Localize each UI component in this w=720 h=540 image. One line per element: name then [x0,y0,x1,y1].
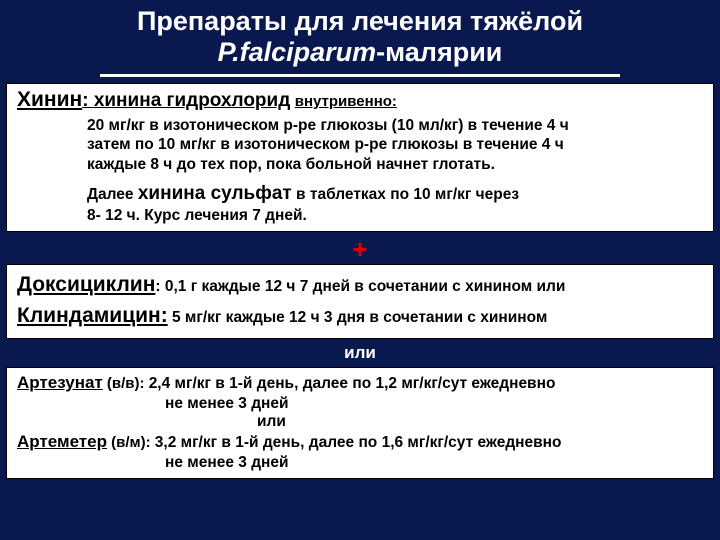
doxy-text: : 0,1 г каждые 12 ч 7 дней в сочетании с… [155,278,565,295]
quinine-form: хинина гидрохлорид [94,90,290,111]
title-line1: Препараты для лечения тяжёлой [137,6,583,36]
sulfate-name: хинина сульфат [138,183,292,204]
artesunate-line: Артезунат (в/в): 2,4 мг/кг в 1-й день, д… [17,372,703,395]
quinine-dose-block: 20 мг/кг в изотоническом р-ре глюкозы (1… [87,116,703,174]
doxy-line: Доксициклин: 0,1 г каждые 12 ч 7 дней в … [17,269,703,301]
quinine-dose3: каждые 8 ч до тех пор, пока больной начн… [87,155,703,174]
title-underline [100,74,620,77]
artesunate-text2: не менее 3 дней [165,395,703,413]
artemether-route: (в/м): [107,434,155,451]
quinine-colon: : [82,90,94,111]
clinda-text: 5 мг/кг каждые 12 ч 3 дня в сочетании с … [168,309,548,326]
quinine-dose1: 20 мг/кг в изотоническом р-ре глюкозы (1… [87,116,703,135]
artemether-line: Артеметер (в/м): 3,2 мг/кг в 1-й день, д… [17,431,703,454]
artemether-text2: не менее 3 дней [165,454,703,472]
artemether-name: Артеметер [17,432,107,451]
artesunate-or: или [257,413,703,431]
quinine-dose2: затем по 10 мг/кг в изотоническом р-ре г… [87,135,703,154]
quinine-route: внутривенно: [295,93,397,110]
clinda-line: Клиндамицин: 5 мг/кг каждые 12 ч 3 дня в… [17,300,703,332]
quinine-course: 8- 12 ч. Курс лечения 7 дней. [87,207,703,225]
plus-symbol: + [6,236,714,262]
artesunate-text1: 2,4 мг/кг в 1-й день, далее по 1,2 мг/кг… [149,375,556,392]
artemether-text1: 3,2 мг/кг в 1-й день, далее по 1,6 мг/кг… [155,434,562,451]
sulfate-suffix: в таблетках по 10 мг/кг через [292,186,519,203]
quinine-header: Хинин: хинина гидрохлорид внутривенно: [17,88,703,112]
quinine-box: Хинин: хинина гидрохлорид внутривенно: 2… [6,83,714,232]
artesunate-route: (в/в): [103,375,149,392]
artesunate-name: Артезунат [17,373,103,392]
quinine-name: Хинин [17,88,82,111]
slide-title: Препараты для лечения тяжёлой P.falcipar… [6,6,714,68]
sulfate-prefix: Далее [87,186,138,203]
artemisinin-box: Артезунат (в/в): 2,4 мг/кг в 1-й день, д… [6,367,714,479]
doxy-name: Доксициклин [17,273,155,296]
quinine-sulfate-line: Далее хинина сульфат в таблетках по 10 м… [87,182,703,207]
clinda-name: Клиндамицин: [17,304,168,327]
doxy-clinda-box: Доксициклин: 0,1 г каждые 12 ч 7 дней в … [6,264,714,339]
or-label: или [6,343,714,363]
title-suffix: -малярии [376,37,502,67]
title-species: P.falciparum [218,37,377,67]
